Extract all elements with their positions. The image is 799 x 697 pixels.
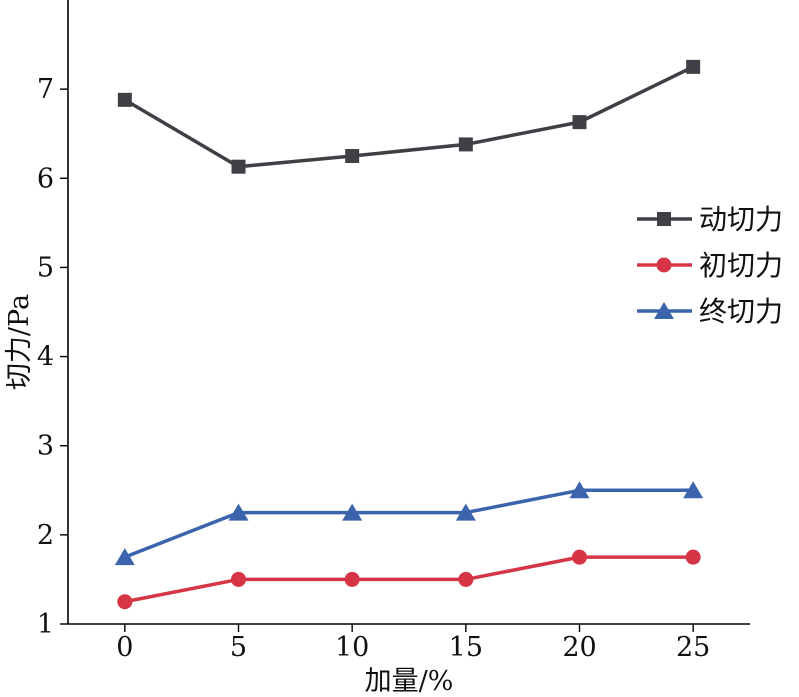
data-point	[683, 481, 704, 499]
data-point	[455, 503, 476, 521]
x-tick-label: 5	[230, 632, 247, 663]
legend-label: 终切力	[699, 295, 783, 328]
y-tick-label: 1	[37, 609, 54, 640]
legend-label: 初切力	[699, 249, 783, 282]
data-point	[569, 481, 590, 499]
data-point	[344, 571, 360, 587]
legend-marker	[657, 212, 671, 226]
data-point	[228, 503, 249, 521]
x-tick-label: 0	[116, 632, 133, 663]
legend-item: 初切力	[637, 249, 783, 282]
x-axis-title: 加量/%	[365, 666, 454, 697]
series-0	[117, 59, 701, 174]
data-point	[458, 137, 473, 152]
y-tick-label: 4	[37, 342, 54, 373]
series-line	[123, 65, 694, 169]
axes: 1 2 3 4 5 6 7 0 5 10 15 20 25	[37, 0, 750, 663]
x-tick-label: 25	[676, 632, 710, 663]
series-layer	[114, 59, 704, 610]
x-tick-label: 15	[449, 632, 483, 663]
y-tick-label: 7	[37, 74, 54, 105]
data-point	[231, 159, 246, 174]
data-point	[458, 571, 474, 587]
data-point	[572, 115, 587, 130]
y-axis-title: 切力/Pa	[4, 294, 35, 390]
series-1	[117, 549, 701, 610]
legend-marker	[656, 257, 672, 273]
legend-item: 动切力	[637, 203, 783, 236]
x-tick-label: 10	[335, 632, 369, 663]
data-point	[685, 549, 701, 565]
data-point	[117, 92, 132, 107]
data-point	[342, 503, 363, 521]
data-point	[117, 594, 133, 610]
y-tick-label: 2	[37, 520, 54, 551]
data-point	[231, 571, 246, 587]
series-line	[124, 555, 694, 604]
legend-item: 终切力	[637, 295, 783, 328]
y-tick-label: 3	[37, 431, 54, 462]
data-point	[572, 549, 587, 565]
data-point	[686, 59, 701, 74]
x-tick-label: 20	[562, 632, 596, 663]
legend-label: 动切力	[699, 203, 783, 236]
series-line	[124, 488, 694, 559]
data-point	[114, 548, 135, 566]
series-2	[114, 481, 704, 566]
y-tick-label: 6	[37, 163, 54, 194]
legend-marker	[654, 302, 674, 319]
y-tick-label: 5	[37, 252, 54, 283]
data-point	[345, 149, 360, 163]
